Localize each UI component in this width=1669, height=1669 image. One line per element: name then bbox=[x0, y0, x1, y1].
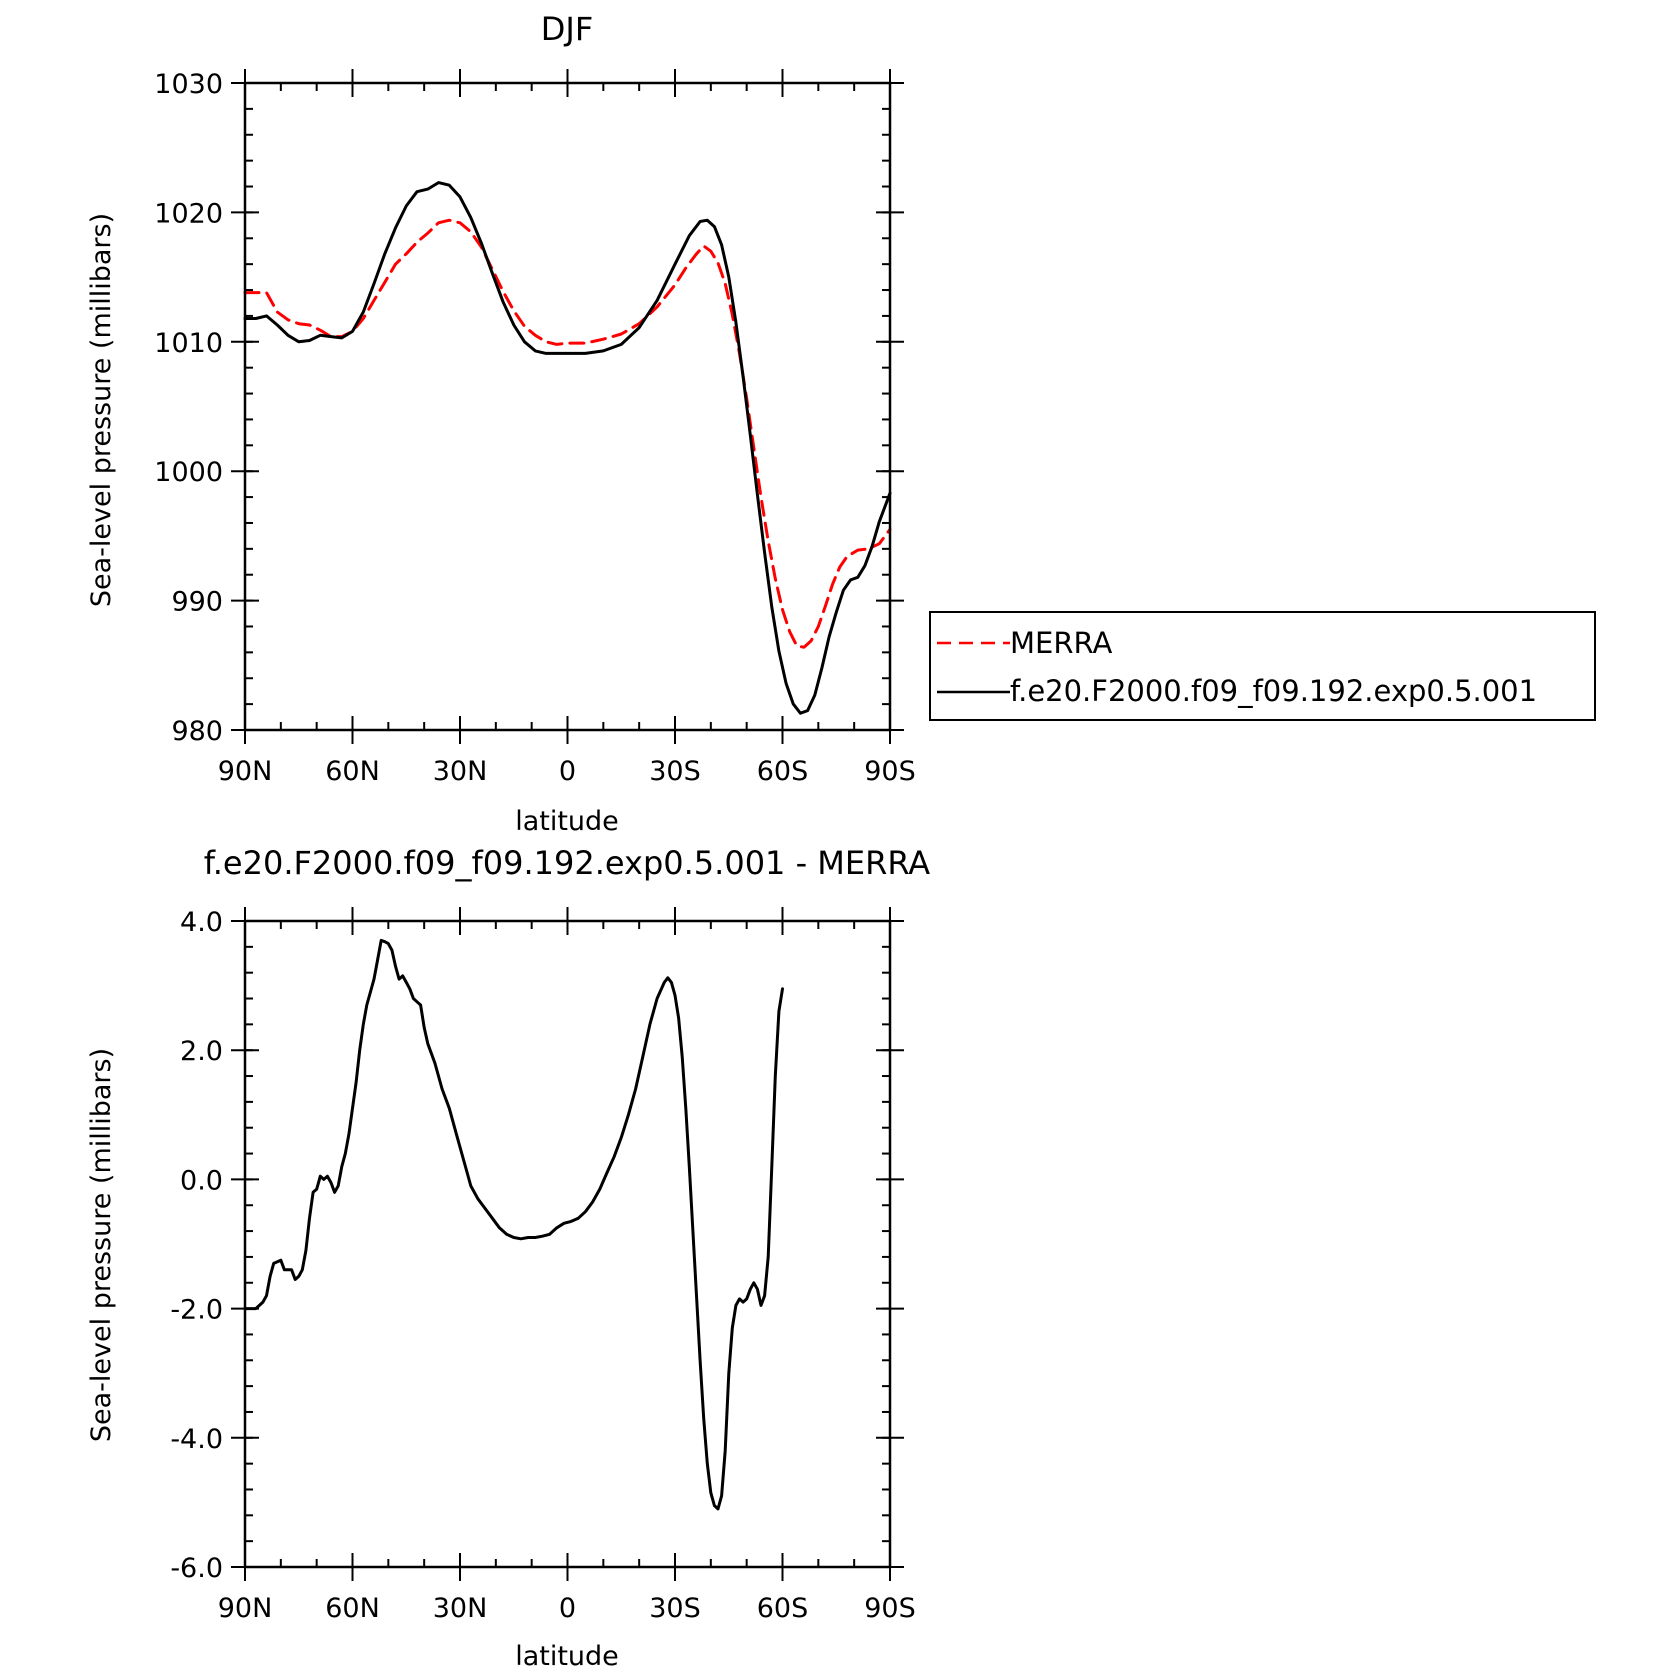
bottom-panel-series-line-0 bbox=[243, 938, 784, 1511]
top-panel-y-tick-label: 980 bbox=[171, 716, 223, 747]
bottom-panel-y-tick-label: -6.0 bbox=[170, 1553, 223, 1584]
legend-label-model: f.e20.F2000.f09_f09.192.exp0.5.001 bbox=[1010, 674, 1537, 708]
top-panel-y-tick-label: 1020 bbox=[154, 198, 223, 229]
top-panel-djf: DJF Sea-level pressure (millibars) latit… bbox=[86, 10, 916, 837]
bottom-panel-y-tick-label: 0.0 bbox=[180, 1165, 223, 1196]
bottom-panel-x-tick-label: 90S bbox=[864, 1593, 916, 1624]
legend-box bbox=[929, 611, 1596, 721]
top-panel-frame bbox=[243, 81, 892, 732]
top-panel-x-tick-label: 60S bbox=[757, 756, 809, 787]
top-panel-ticks: 980 990 1000 1010 1020 1030 90N 60N 30N 0 30S 60S 90… bbox=[154, 69, 916, 787]
bottom-panel-y-tick-label: -2.0 bbox=[170, 1295, 223, 1326]
bottom-panel-y-tick-label: 2.0 bbox=[180, 1036, 223, 1067]
bottom-panel-y-axis-label: Sea-level pressure (millibars) bbox=[86, 1048, 117, 1442]
bottom-panel-y-tick-label: 4.0 bbox=[180, 907, 223, 938]
bottom-panel-x-tick-label: 90N bbox=[218, 1593, 273, 1624]
top-panel-x-tick-label: 0 bbox=[559, 756, 576, 787]
bottom-panel-series bbox=[243, 938, 784, 1511]
bottom-panel-x-tick-label: 60N bbox=[325, 1593, 380, 1624]
bottom-panel-x-tick-label: 30N bbox=[433, 1593, 488, 1624]
top-panel-title: DJF bbox=[541, 10, 593, 48]
top-panel-x-tick-label: 90S bbox=[864, 756, 916, 787]
bottom-panel-frame bbox=[243, 919, 892, 1569]
legend-label-merra: MERRA bbox=[1010, 626, 1112, 660]
bottom-panel-x-tick-label: 0 bbox=[559, 1593, 576, 1624]
bottom-panel-y-tick-label: -4.0 bbox=[170, 1424, 223, 1455]
top-panel-y-tick-label: 1010 bbox=[154, 328, 223, 359]
top-panel-series-line-0 bbox=[243, 218, 892, 649]
bottom-panel-x-tick-label: 30S bbox=[649, 1593, 701, 1624]
bottom-panel-x-tick-label: 60S bbox=[757, 1593, 809, 1624]
top-panel-y-tick-label: 990 bbox=[171, 587, 223, 618]
bottom-panel-title: f.e20.F2000.f09_f09.192.exp0.5.001 - MER… bbox=[204, 844, 931, 882]
top-panel-x-tick-label: 90N bbox=[218, 756, 273, 787]
top-panel-y-tick-label: 1000 bbox=[154, 457, 223, 488]
top-panel-y-tick-label: 1030 bbox=[154, 69, 223, 100]
legend: MERRA f.e20.F2000.f09_f09.192.exp0.5.001 bbox=[929, 611, 1596, 721]
top-panel-series-line-1 bbox=[243, 181, 892, 715]
top-panel-x-tick-label: 30N bbox=[433, 756, 488, 787]
top-panel-x-tick-label: 30S bbox=[649, 756, 701, 787]
top-panel-x-axis-label: latitude bbox=[515, 806, 619, 837]
bottom-panel-x-axis-label: latitude bbox=[515, 1641, 619, 1669]
top-panel-y-axis-label: Sea-level pressure (millibars) bbox=[86, 213, 117, 607]
top-panel-series bbox=[243, 181, 892, 715]
top-panel-x-tick-label: 60N bbox=[325, 756, 380, 787]
bottom-panel-difference: f.e20.F2000.f09_f09.192.exp0.5.001 - MER… bbox=[86, 844, 930, 1669]
